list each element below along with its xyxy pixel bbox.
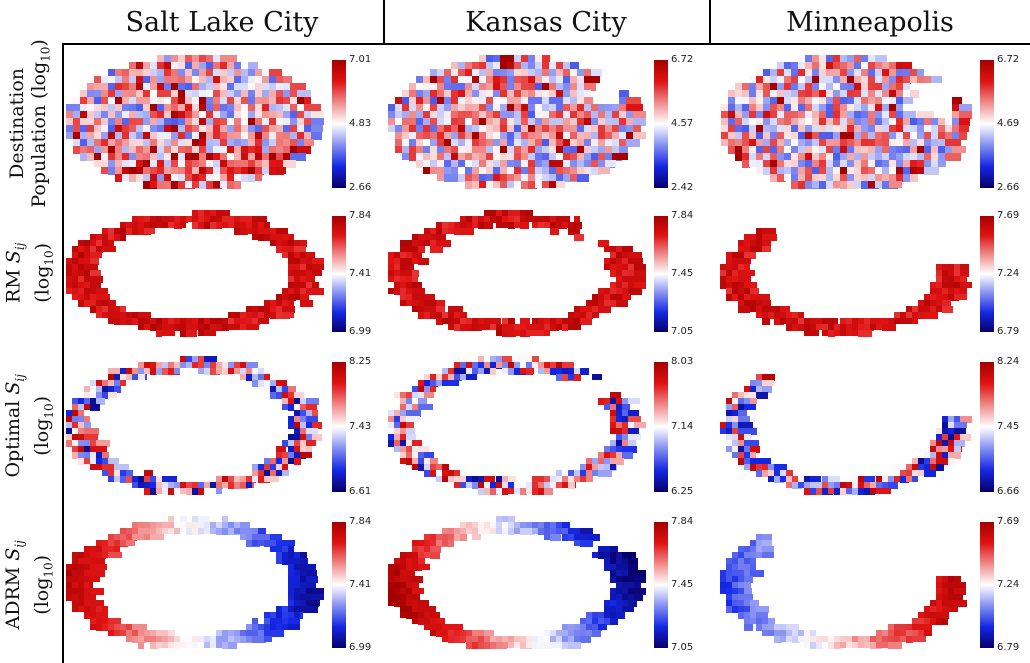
row-label-rm-line2: (log10) xyxy=(31,243,56,303)
map-optimal-minneapolis xyxy=(720,374,972,495)
row-label-adrm-line1: ADRM Sij xyxy=(2,540,28,630)
colorbar-population-salt-lake-city xyxy=(332,60,346,188)
map-population-salt-lake-city xyxy=(66,55,324,189)
colorbar-tick-rm-salt-lake-city-0: 7.84 xyxy=(349,210,372,221)
row-label-adrm: ADRM Sij (log10) xyxy=(0,507,62,663)
row-label-optimal-line1: Optimal Sij xyxy=(2,374,28,478)
map-rm-minneapolis xyxy=(720,228,972,337)
colorbar-tick-population-minneapolis-2: 2.66 xyxy=(997,182,1020,193)
colorbar-tick-adrm-kansas-city-0: 7.84 xyxy=(671,516,694,527)
map-adrm-kansas-city xyxy=(388,516,646,649)
colorbar-tick-population-kansas-city-1: 4.57 xyxy=(671,118,694,129)
colorbar-rm-salt-lake-city xyxy=(332,216,346,332)
colorbar-tick-optimal-kansas-city-1: 7.14 xyxy=(671,421,694,432)
colorbar-tick-rm-minneapolis-0: 7.69 xyxy=(997,210,1020,221)
colorbar-tick-rm-salt-lake-city-2: 6.99 xyxy=(349,326,372,337)
colorbar-tick-rm-minneapolis-1: 7.24 xyxy=(997,268,1020,279)
row-label-optimal: Optimal Sij (log10) xyxy=(0,345,62,507)
left-axis-line xyxy=(62,43,64,663)
colorbar-tick-rm-salt-lake-city-1: 7.41 xyxy=(349,268,372,279)
colorbar-optimal-salt-lake-city xyxy=(332,362,346,492)
colorbar-adrm-salt-lake-city xyxy=(332,522,346,648)
colorbar-tick-adrm-salt-lake-city-2: 6.99 xyxy=(349,642,372,653)
map-optimal-salt-lake-city xyxy=(66,356,322,495)
colorbar-tick-rm-kansas-city-2: 7.05 xyxy=(671,326,694,337)
colorbar-tick-optimal-minneapolis-1: 7.45 xyxy=(997,421,1020,432)
row-label-population-line2: Population (log10) xyxy=(27,38,53,208)
header-divider xyxy=(62,43,1030,45)
colorbar-tick-population-salt-lake-city-2: 2.66 xyxy=(349,182,372,193)
colorbar-tick-adrm-minneapolis-0: 7.69 xyxy=(997,516,1020,527)
colorbar-tick-optimal-salt-lake-city-0: 8.25 xyxy=(349,356,372,367)
colorbar-tick-population-minneapolis-0: 6.72 xyxy=(997,54,1020,65)
row-label-population: Destination Population (log10) xyxy=(0,39,62,207)
row-label-optimal-line2: (log10) xyxy=(31,396,56,456)
row-label-rm-line1: RM Sij xyxy=(2,242,27,304)
colorbar-tick-optimal-kansas-city-2: 6.25 xyxy=(671,486,694,497)
colorbar-adrm-kansas-city xyxy=(654,522,668,648)
colorbar-tick-population-salt-lake-city-0: 7.01 xyxy=(349,54,372,65)
map-optimal-kansas-city xyxy=(388,356,646,495)
colorbar-optimal-minneapolis xyxy=(980,362,994,492)
colorbar-tick-optimal-salt-lake-city-2: 6.61 xyxy=(349,486,372,497)
colorbar-tick-optimal-kansas-city-0: 8.03 xyxy=(671,356,694,367)
map-rm-salt-lake-city xyxy=(66,210,324,337)
colorbar-tick-optimal-salt-lake-city-1: 7.43 xyxy=(349,421,372,432)
map-population-minneapolis xyxy=(721,55,972,189)
row-label-rm: RM Sij (log10) xyxy=(0,201,62,345)
colorbar-rm-minneapolis xyxy=(980,216,994,332)
colorbar-optimal-kansas-city xyxy=(654,362,668,492)
colorbar-tick-population-kansas-city-2: 2.42 xyxy=(671,182,694,193)
map-population-kansas-city xyxy=(388,55,646,189)
colorbar-tick-adrm-kansas-city-2: 7.05 xyxy=(671,642,694,653)
colorbar-tick-adrm-minneapolis-1: 7.24 xyxy=(997,579,1020,590)
row-label-adrm-line2: (log10) xyxy=(31,555,56,615)
colorbar-rm-kansas-city xyxy=(654,216,668,332)
colorbar-tick-population-minneapolis-1: 4.69 xyxy=(997,118,1020,129)
colorbar-population-kansas-city xyxy=(654,60,668,188)
colorbar-tick-optimal-minneapolis-2: 6.66 xyxy=(997,486,1020,497)
colorbar-tick-population-kansas-city-0: 6.72 xyxy=(671,54,694,65)
colorbar-tick-adrm-minneapolis-2: 6.79 xyxy=(997,642,1020,653)
colorbar-adrm-minneapolis xyxy=(980,522,994,648)
map-adrm-minneapolis xyxy=(720,534,967,649)
colorbar-tick-adrm-salt-lake-city-1: 7.41 xyxy=(349,579,372,590)
column-divider-1 xyxy=(383,0,385,45)
colorbar-tick-rm-minneapolis-2: 6.79 xyxy=(997,326,1020,337)
colorbar-tick-rm-kansas-city-0: 7.84 xyxy=(671,210,694,221)
map-adrm-salt-lake-city xyxy=(66,516,324,654)
colorbar-tick-optimal-minneapolis-0: 8.24 xyxy=(997,356,1020,367)
column-divider-2 xyxy=(709,0,711,45)
colorbar-population-minneapolis xyxy=(980,60,994,188)
row-label-population-line1: Destination xyxy=(5,67,28,179)
column-title-salt-lake-city: Salt Lake City xyxy=(125,6,319,38)
map-rm-kansas-city xyxy=(388,210,646,337)
column-title-minneapolis: Minneapolis xyxy=(786,6,954,38)
colorbar-tick-population-salt-lake-city-1: 4.83 xyxy=(349,118,372,129)
colorbar-tick-rm-kansas-city-1: 7.45 xyxy=(671,268,694,279)
colorbar-tick-adrm-kansas-city-1: 7.45 xyxy=(671,579,694,590)
column-title-kansas-city: Kansas City xyxy=(465,6,627,38)
colorbar-tick-adrm-salt-lake-city-0: 7.84 xyxy=(349,516,372,527)
